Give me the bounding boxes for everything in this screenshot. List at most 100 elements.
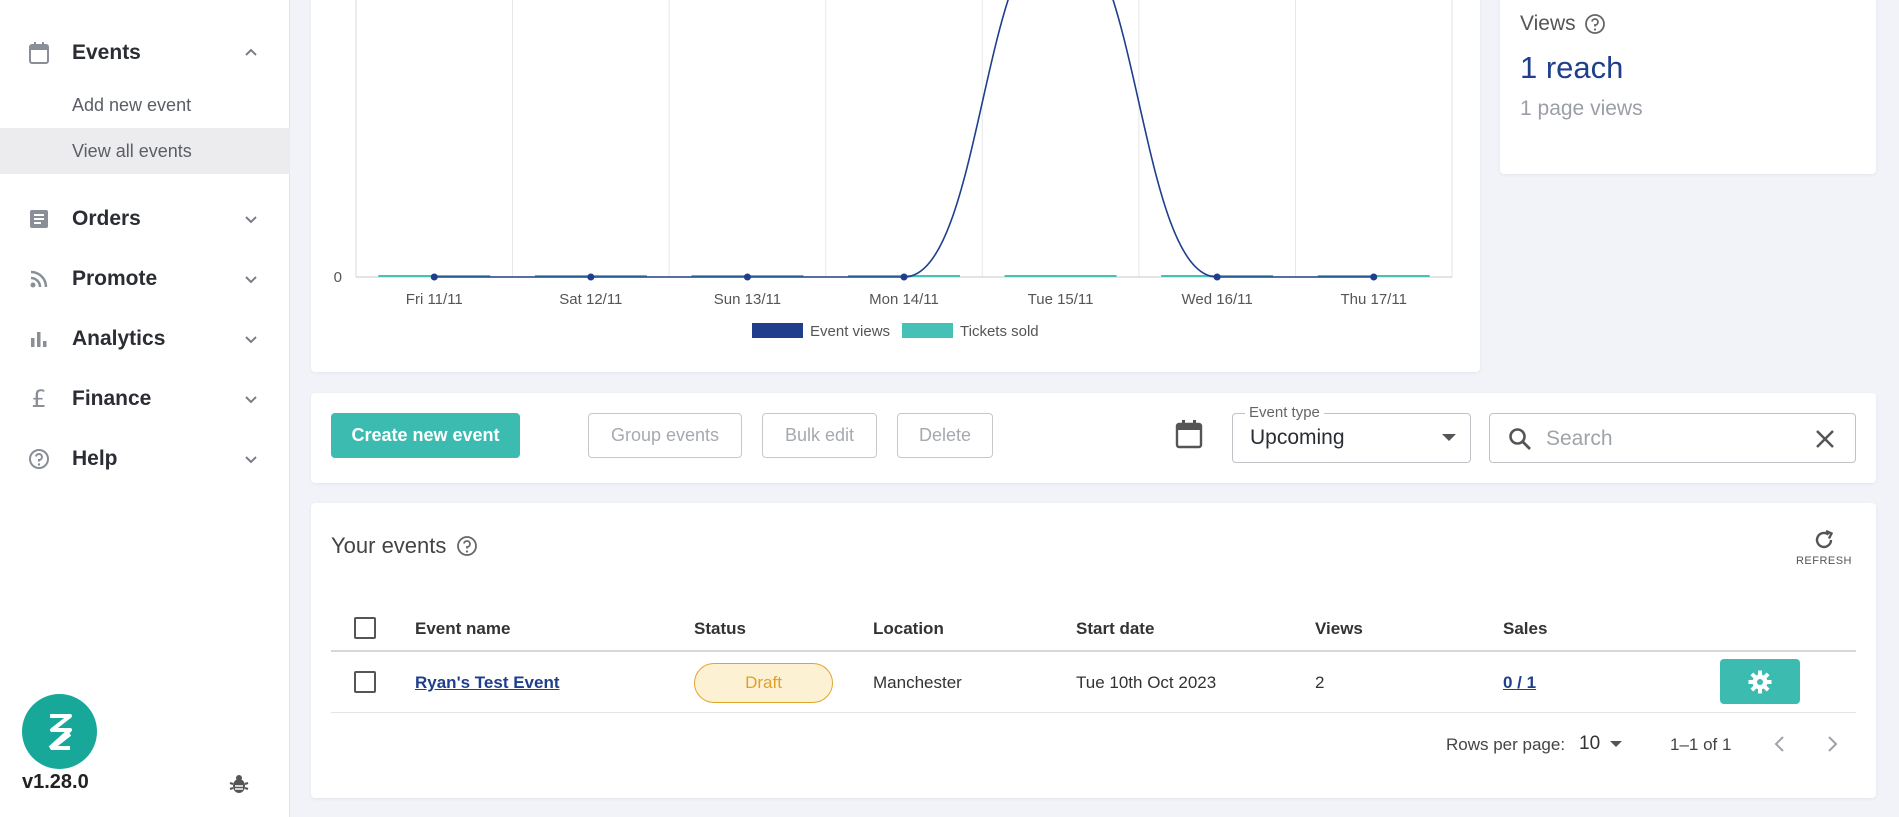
views-title: Views <box>1520 12 1576 35</box>
col-start-date[interactable]: Start date <box>1076 619 1155 638</box>
bar-chart-icon <box>27 327 51 351</box>
legend-label: Tickets sold <box>960 323 1039 340</box>
toolbar-card: Create new event Group events Bulk edit … <box>311 393 1876 483</box>
event-type-select[interactable]: Event type Upcoming <box>1232 404 1471 463</box>
help-icon[interactable] <box>456 535 478 557</box>
close-icon[interactable] <box>1813 427 1837 451</box>
chevron-down-icon <box>245 336 257 344</box>
chevron-down-icon <box>245 456 257 464</box>
table-title: Your events <box>331 533 447 558</box>
sidebar: Events Add new event View all events Ord… <box>0 0 290 817</box>
x-tick-label: Sat 12/11 <box>559 291 622 308</box>
col-status[interactable]: Status <box>694 619 746 638</box>
event-settings-button[interactable] <box>1720 659 1800 704</box>
col-event-name[interactable]: Event name <box>415 619 511 638</box>
rows-per-page-select[interactable]: 10 <box>1579 733 1623 755</box>
create-new-event-button[interactable]: Create new event <box>331 413 520 458</box>
views-title-row: Views <box>1520 12 1606 36</box>
row-divider <box>331 712 1856 713</box>
legend-swatch <box>902 323 953 338</box>
nav-help[interactable]: Help <box>0 434 290 484</box>
event-type-value: Upcoming <box>1250 426 1345 449</box>
chevron-up-icon <box>245 48 257 56</box>
chevron-right-icon[interactable] <box>1821 733 1843 755</box>
nav-promote[interactable]: Promote <box>0 254 290 304</box>
views-sales-chart: 0 Fri 11/11 Sat 12/11 Sun 13/11 Mon 14/11 Tue… <box>334 0 1453 340</box>
event-sales-link[interactable]: 0 / 1 <box>1503 673 1537 692</box>
event-sales-cell: 0 / 1 <box>1503 673 1536 693</box>
event-name-link[interactable]: Ryan's Test Event <box>415 673 560 692</box>
search-icon <box>1509 428 1531 450</box>
status-badge: Draft <box>694 663 833 703</box>
search-input[interactable] <box>1546 424 1806 454</box>
nav-orders-label: Orders <box>72 207 141 230</box>
receipt-icon <box>27 207 51 231</box>
help-icon <box>27 447 51 471</box>
row-checkbox[interactable] <box>354 671 376 693</box>
tickets-sold-bar <box>1004 275 1117 277</box>
chevron-down-icon <box>245 216 257 224</box>
x-tick-label: Fri 11/11 <box>406 291 463 308</box>
x-tick-label: Sun 13/11 <box>714 291 781 308</box>
event-views-point <box>587 273 595 281</box>
event-views-point <box>900 273 908 281</box>
refresh-label: REFRESH <box>1795 555 1852 567</box>
col-sales[interactable]: Sales <box>1503 619 1548 638</box>
header-divider <box>331 650 1856 652</box>
brand-logo[interactable] <box>22 694 97 769</box>
sub-item-view-all-events[interactable]: View all events <box>0 128 290 174</box>
x-tick-label: Thu 17/11 <box>1340 291 1406 308</box>
gear-icon <box>1748 670 1772 693</box>
event-views-point <box>430 273 438 281</box>
col-views[interactable]: Views <box>1315 619 1363 638</box>
chevron-left-icon[interactable] <box>1769 733 1791 755</box>
app-version: v1.28.0 <box>22 771 89 793</box>
bug-icon[interactable] <box>228 773 250 795</box>
sub-item-label: View all events <box>72 140 192 161</box>
event-views-line <box>434 0 1374 278</box>
pound-icon: £ <box>31 385 47 413</box>
x-tick-label: Tue 15/11 <box>1028 291 1094 308</box>
table-title-row: Your events <box>331 533 478 559</box>
help-icon[interactable] <box>1584 13 1606 35</box>
select-all-checkbox[interactable] <box>354 617 376 639</box>
nav-analytics-label: Analytics <box>72 327 166 350</box>
sub-item-add-new-event[interactable]: Add new event <box>0 82 290 128</box>
nav-promote-label: Promote <box>72 267 158 290</box>
chevron-down-icon <box>245 276 257 284</box>
event-start-date: Tue 10th Oct 2023 <box>1076 673 1217 692</box>
event-views-point <box>1213 273 1221 281</box>
nav-events-label: Events <box>72 41 141 64</box>
search-field[interactable] <box>1489 413 1856 463</box>
nav-analytics[interactable]: Analytics <box>0 314 290 364</box>
refresh-button[interactable]: REFRESH <box>1796 527 1852 567</box>
pagination-range: 1–1 of 1 <box>1670 735 1732 754</box>
event-type-legend: Event type <box>1245 404 1324 421</box>
refresh-icon <box>1815 529 1834 549</box>
bulk-edit-button[interactable]: Bulk edit <box>762 413 877 458</box>
event-location: Manchester <box>873 673 962 692</box>
sub-item-label: Add new event <box>72 94 192 115</box>
nav-finance-label: Finance <box>72 387 152 410</box>
nav-finance[interactable]: £ Finance <box>0 374 290 424</box>
caret-down-icon <box>1610 741 1623 747</box>
calendar-icon <box>27 41 51 65</box>
legend-label: Event views <box>810 323 890 340</box>
col-location[interactable]: Location <box>873 619 944 638</box>
event-views-point <box>743 273 751 281</box>
calendar-icon[interactable] <box>1175 419 1203 449</box>
nav-events[interactable]: Events <box>0 28 290 78</box>
rows-per-page-label: Rows per page: <box>1446 735 1566 754</box>
views-reach: 1 reach <box>1520 50 1624 85</box>
delete-button[interactable]: Delete <box>897 413 993 458</box>
event-views-point <box>1370 273 1378 281</box>
event-views: 2 <box>1315 673 1325 692</box>
event-name-link-cell: Ryan's Test Event <box>415 673 560 693</box>
chevron-down-icon <box>245 396 257 404</box>
chart-card: 0 Fri 11/11 Sat 12/11 Sun 13/11 Mon 14/11 Tue… <box>311 0 1480 372</box>
x-tick-label: Wed 16/11 <box>1182 291 1253 308</box>
nav-orders[interactable]: Orders <box>0 194 290 244</box>
x-tick-label: Mon 14/11 <box>869 291 939 308</box>
group-events-button[interactable]: Group events <box>588 413 742 458</box>
caret-down-icon <box>1442 434 1456 441</box>
